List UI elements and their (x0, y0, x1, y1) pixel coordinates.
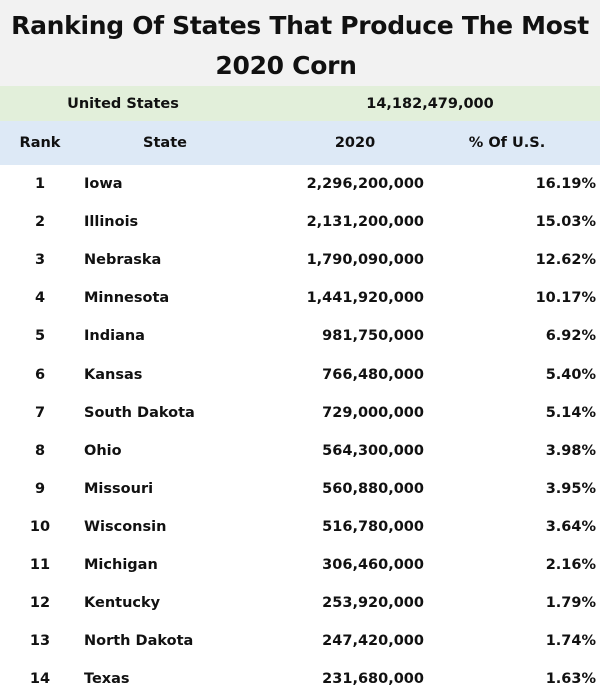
production-value-cell: 729,000,000 (322, 404, 424, 421)
state-cell: Ohio (84, 442, 122, 459)
state-cell: Michigan (84, 556, 158, 573)
column-header-row: Rank State 2020 % Of U.S. (0, 121, 600, 165)
production-value-cell: 306,460,000 (322, 556, 424, 573)
percent-of-us-cell: 3.95% (545, 480, 596, 497)
united-states-label: United States (67, 95, 179, 112)
column-header-rank: Rank (19, 135, 61, 151)
rank-cell: 14 (29, 671, 51, 688)
percent-of-us-cell: 10.17% (535, 290, 596, 307)
state-cell: Kansas (84, 366, 143, 383)
state-cell: South Dakota (84, 404, 195, 421)
percent-of-us-cell: 1.63% (545, 671, 596, 688)
table-title: Ranking Of States That Produce The Most … (0, 0, 600, 86)
column-header-2020: 2020 (334, 135, 376, 151)
percent-of-us-cell: 12.62% (535, 252, 596, 269)
percent-of-us-cell: 3.98% (545, 442, 596, 459)
rank-cell: 8 (34, 442, 46, 459)
table-row: 11 Michigan 306,460,000 2.16% (0, 546, 600, 584)
title-line-2: 2020 Corn (215, 51, 357, 80)
rank-cell: 2 (34, 214, 46, 231)
column-header-percent: % Of U.S. (468, 135, 546, 151)
state-cell: Minnesota (84, 290, 170, 307)
rank-cell: 4 (34, 290, 46, 307)
production-value-cell: 560,880,000 (322, 480, 424, 497)
rank-cell: 1 (34, 176, 46, 193)
table-row: 1 Iowa 2,296,200,000 16.19% (0, 165, 600, 203)
production-value-cell: 516,780,000 (322, 518, 424, 535)
table-row: 2 Illinois 2,131,200,000 15.03% (0, 203, 600, 241)
production-value-cell: 1,441,920,000 (306, 290, 424, 307)
table-row: 14 Texas 231,680,000 1.63% (0, 660, 600, 698)
production-value-cell: 253,920,000 (322, 595, 424, 612)
state-cell: Indiana (84, 328, 145, 345)
percent-of-us-cell: 5.40% (545, 366, 596, 383)
table-row: 9 Missouri 560,880,000 3.95% (0, 470, 600, 508)
production-value-cell: 564,300,000 (322, 442, 424, 459)
table-row: 7 South Dakota 729,000,000 5.14% (0, 394, 600, 432)
title-line-1: Ranking Of States That Produce The Most (11, 11, 589, 40)
united-states-total-value: 14,182,479,000 (366, 95, 494, 112)
rank-cell: 13 (29, 633, 51, 650)
state-cell: Illinois (84, 214, 139, 231)
column-header-state: State (143, 135, 187, 151)
table-row: 12 Kentucky 253,920,000 1.79% (0, 584, 600, 622)
state-cell: Kentucky (84, 595, 161, 612)
rank-cell: 7 (34, 404, 46, 421)
rank-cell: 9 (34, 480, 46, 497)
united-states-total-row: United States 14,182,479,000 (0, 86, 600, 121)
production-value-cell: 247,420,000 (322, 633, 424, 650)
production-value-cell: 2,131,200,000 (306, 214, 424, 231)
rank-cell: 11 (29, 556, 51, 573)
percent-of-us-cell: 3.64% (545, 518, 596, 535)
table-body: 1 Iowa 2,296,200,000 16.19% 2 Illinois 2,131,2… (0, 165, 600, 698)
table-row: 10 Wisconsin 516,780,000 3.64% (0, 508, 600, 546)
percent-of-us-cell: 2.16% (545, 556, 596, 573)
state-cell: Nebraska (84, 252, 162, 269)
table-row: 3 Nebraska 1,790,090,000 12.62% (0, 241, 600, 279)
production-value-cell: 766,480,000 (322, 366, 424, 383)
rank-cell: 10 (29, 518, 51, 535)
table-row: 13 North Dakota 247,420,000 1.74% (0, 622, 600, 660)
table-row: 4 Minnesota 1,441,920,000 10.17% (0, 279, 600, 317)
table-row: 6 Kansas 766,480,000 5.40% (0, 355, 600, 393)
production-value-cell: 1,790,090,000 (306, 252, 424, 269)
table-row: 8 Ohio 564,300,000 3.98% (0, 432, 600, 470)
state-cell: Missouri (84, 480, 154, 497)
percent-of-us-cell: 15.03% (535, 214, 596, 231)
state-cell: Wisconsin (84, 518, 167, 535)
rank-cell: 3 (34, 252, 46, 269)
percent-of-us-cell: 6.92% (545, 328, 596, 345)
percent-of-us-cell: 1.74% (545, 633, 596, 650)
percent-of-us-cell: 16.19% (535, 176, 596, 193)
percent-of-us-cell: 1.79% (545, 595, 596, 612)
production-value-cell: 231,680,000 (322, 671, 424, 688)
production-value-cell: 2,296,200,000 (306, 176, 424, 193)
table-row: 5 Indiana 981,750,000 6.92% (0, 317, 600, 355)
rank-cell: 6 (34, 366, 46, 383)
rank-cell: 12 (29, 595, 51, 612)
percent-of-us-cell: 5.14% (545, 404, 596, 421)
production-value-cell: 981,750,000 (322, 328, 424, 345)
rank-cell: 5 (34, 328, 46, 345)
state-cell: North Dakota (84, 633, 194, 650)
state-cell: Texas (84, 671, 130, 688)
state-cell: Iowa (84, 176, 123, 193)
